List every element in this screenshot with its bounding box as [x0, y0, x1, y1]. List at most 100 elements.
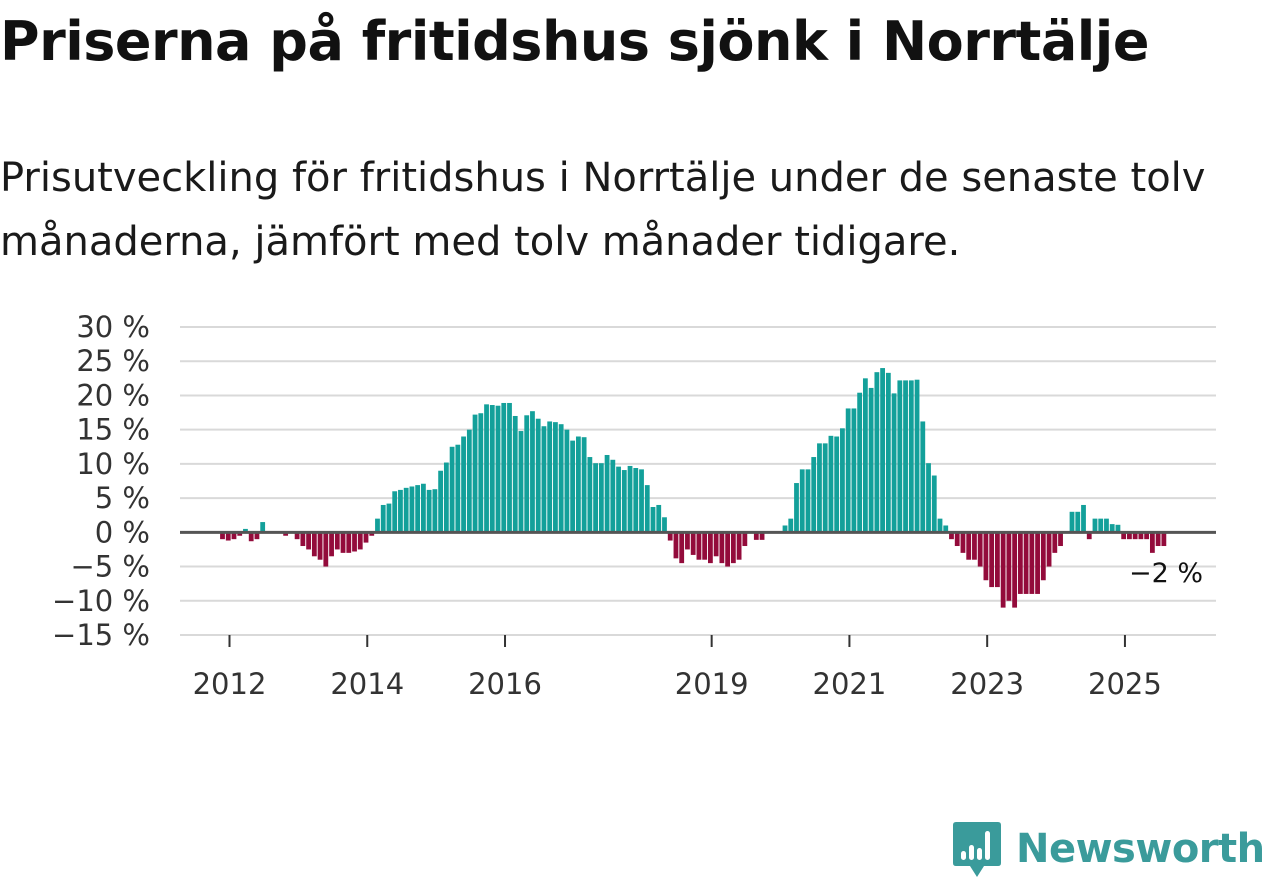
- bar: [885, 372, 891, 533]
- bar: [311, 532, 317, 557]
- bar: [753, 532, 759, 540]
- chart-title: Priserna på fritidshus sjönk i Norrtälje: [0, 10, 1149, 73]
- bar: [679, 532, 685, 564]
- bar: [610, 459, 616, 533]
- y-tick-label: 0 %: [95, 515, 150, 549]
- bar: [1035, 532, 1040, 594]
- bar: [294, 532, 300, 540]
- bar: [1012, 532, 1018, 608]
- bar: [1000, 532, 1006, 608]
- bar: [908, 380, 914, 533]
- x-tick-label: 2012: [193, 667, 267, 701]
- bar: [581, 437, 587, 533]
- y-tick-label: 5 %: [95, 481, 150, 515]
- bar: [329, 532, 334, 557]
- bar: [1081, 504, 1086, 533]
- bar: [708, 532, 713, 564]
- bar: [662, 517, 667, 533]
- y-tick-label: −5 %: [70, 550, 150, 584]
- bar: [1138, 532, 1144, 540]
- bar: [1144, 532, 1150, 540]
- bar: [553, 422, 558, 533]
- bar: [1098, 518, 1104, 533]
- bar-chart-badge-icon: [953, 822, 1001, 877]
- bar: [788, 518, 794, 533]
- bar: [455, 444, 461, 533]
- bar: [409, 486, 415, 533]
- bar: [972, 532, 977, 560]
- bar: [334, 532, 340, 550]
- bar: [977, 532, 983, 567]
- bar: [840, 428, 845, 533]
- bar: [667, 532, 673, 541]
- bar: [1017, 532, 1023, 594]
- bar: [851, 408, 857, 533]
- bar: [960, 532, 966, 553]
- bar-series: [220, 368, 1167, 608]
- bar: [260, 522, 266, 533]
- x-tick-label: 2023: [950, 667, 1024, 701]
- bar: [782, 525, 788, 533]
- bar: [903, 380, 908, 533]
- bar: [627, 465, 633, 533]
- x-tick-label: 2025: [1088, 667, 1162, 701]
- bar: [352, 532, 357, 552]
- bar: [1155, 532, 1161, 547]
- bar: [501, 402, 507, 533]
- bar: [357, 532, 363, 550]
- bar: [398, 489, 403, 533]
- bar: [386, 503, 392, 533]
- bar: [558, 424, 564, 533]
- bar: [685, 532, 690, 550]
- bar: [248, 532, 254, 542]
- last-value-label: −2 %: [1129, 558, 1203, 589]
- bar: [696, 532, 702, 560]
- x-tick-label: 2021: [813, 667, 887, 701]
- bar: [518, 431, 524, 533]
- bar: [254, 532, 260, 540]
- bar: [237, 532, 243, 536]
- bar: [598, 463, 604, 533]
- bar: [243, 528, 248, 533]
- newsworthy-brand: Newsworthy: [952, 818, 1262, 880]
- bar: [673, 532, 679, 559]
- bar: [587, 457, 593, 533]
- bar: [220, 532, 225, 540]
- bar: [403, 487, 409, 533]
- bar: [392, 491, 398, 533]
- bar: [690, 532, 696, 555]
- bar: [943, 525, 949, 533]
- bar: [656, 504, 662, 533]
- bar: [834, 436, 840, 533]
- bar: [1127, 532, 1132, 540]
- bar: [461, 436, 466, 533]
- bar: [489, 405, 495, 533]
- bar: [621, 470, 627, 533]
- bar: [730, 532, 736, 564]
- bar: [868, 387, 874, 533]
- brand-name: Newsworthy: [1016, 826, 1262, 872]
- bar: [575, 436, 581, 533]
- bar: [604, 454, 610, 533]
- bar: [897, 380, 903, 533]
- bar: [564, 429, 570, 533]
- bar: [639, 469, 644, 533]
- bar: [891, 393, 897, 533]
- y-tick-label: 25 %: [76, 344, 150, 378]
- bar: [593, 463, 598, 533]
- bar: [736, 532, 742, 560]
- bar: [363, 532, 369, 543]
- bar: [989, 532, 995, 588]
- x-tick-label: 2014: [330, 667, 404, 701]
- bar: [920, 421, 926, 533]
- bar: [1046, 532, 1052, 567]
- y-tick-label: −15 %: [52, 618, 150, 652]
- bar: [650, 507, 656, 533]
- bar: [1052, 532, 1058, 553]
- bar: [484, 404, 489, 533]
- bar: [512, 415, 518, 533]
- bar: [380, 504, 386, 533]
- y-tick-label: 15 %: [76, 413, 150, 447]
- bar: [495, 405, 501, 533]
- bar: [225, 532, 231, 541]
